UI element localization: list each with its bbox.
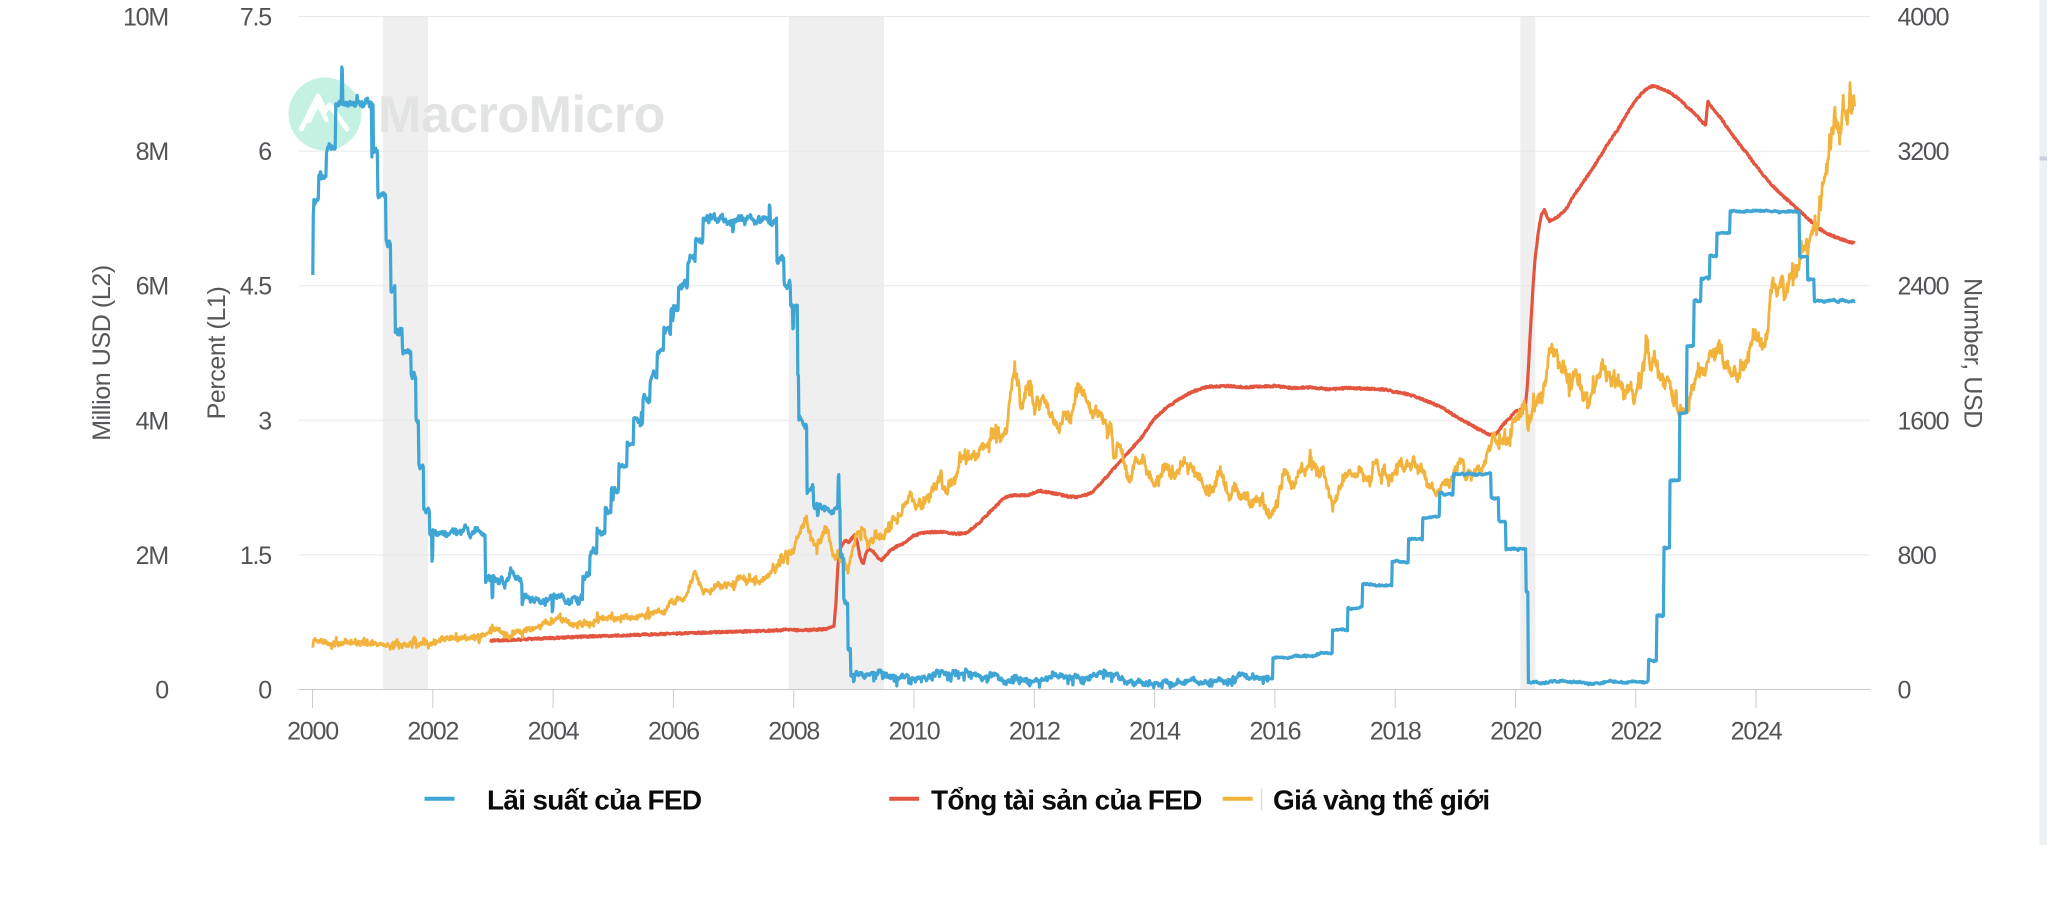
- svg-text:2000: 2000: [287, 718, 338, 746]
- svg-text:Percent (L1): Percent (L1): [203, 287, 231, 420]
- svg-text:2008: 2008: [768, 718, 819, 746]
- svg-text:Number, USD: Number, USD: [1959, 278, 1987, 428]
- svg-text:0: 0: [155, 677, 168, 705]
- svg-text:4000: 4000: [1898, 4, 1949, 32]
- svg-text:3: 3: [258, 407, 271, 435]
- svg-text:2020: 2020: [1490, 718, 1541, 746]
- svg-text:0: 0: [258, 677, 271, 705]
- svg-text:0: 0: [1898, 677, 1911, 705]
- svg-text:Tổng tài sản của FED: Tổng tài sản của FED: [931, 785, 1202, 816]
- svg-text:10M: 10M: [123, 4, 168, 32]
- svg-text:6: 6: [258, 138, 271, 166]
- svg-text:2022: 2022: [1610, 718, 1661, 746]
- svg-text:Giá vàng thế giới: Giá vàng thế giới: [1273, 785, 1490, 816]
- svg-text:2006: 2006: [648, 718, 699, 746]
- svg-text:4M: 4M: [136, 407, 168, 435]
- svg-text:1.5: 1.5: [240, 542, 271, 570]
- svg-text:2002: 2002: [407, 718, 458, 746]
- svg-text:3200: 3200: [1898, 138, 1949, 166]
- svg-text:2010: 2010: [889, 718, 940, 746]
- svg-text:Lãi suất của FED: Lãi suất của FED: [487, 785, 702, 816]
- svg-text:2004: 2004: [528, 718, 580, 746]
- svg-text:2400: 2400: [1898, 273, 1949, 301]
- svg-text:2014: 2014: [1129, 718, 1181, 746]
- svg-text:2M: 2M: [136, 542, 168, 570]
- svg-text:2024: 2024: [1731, 718, 1783, 746]
- svg-text:6M: 6M: [136, 273, 168, 301]
- svg-text:2018: 2018: [1370, 718, 1421, 746]
- svg-text:2016: 2016: [1249, 718, 1300, 746]
- svg-text:7.5: 7.5: [240, 4, 271, 32]
- svg-text:1600: 1600: [1898, 407, 1949, 435]
- svg-text:8M: 8M: [136, 138, 168, 166]
- svg-text:MacroMicro: MacroMicro: [378, 86, 665, 144]
- svg-text:4.5: 4.5: [240, 273, 271, 301]
- svg-text:800: 800: [1898, 542, 1936, 570]
- svg-text:Million USD (L2): Million USD (L2): [88, 265, 116, 441]
- svg-text:2012: 2012: [1009, 718, 1060, 746]
